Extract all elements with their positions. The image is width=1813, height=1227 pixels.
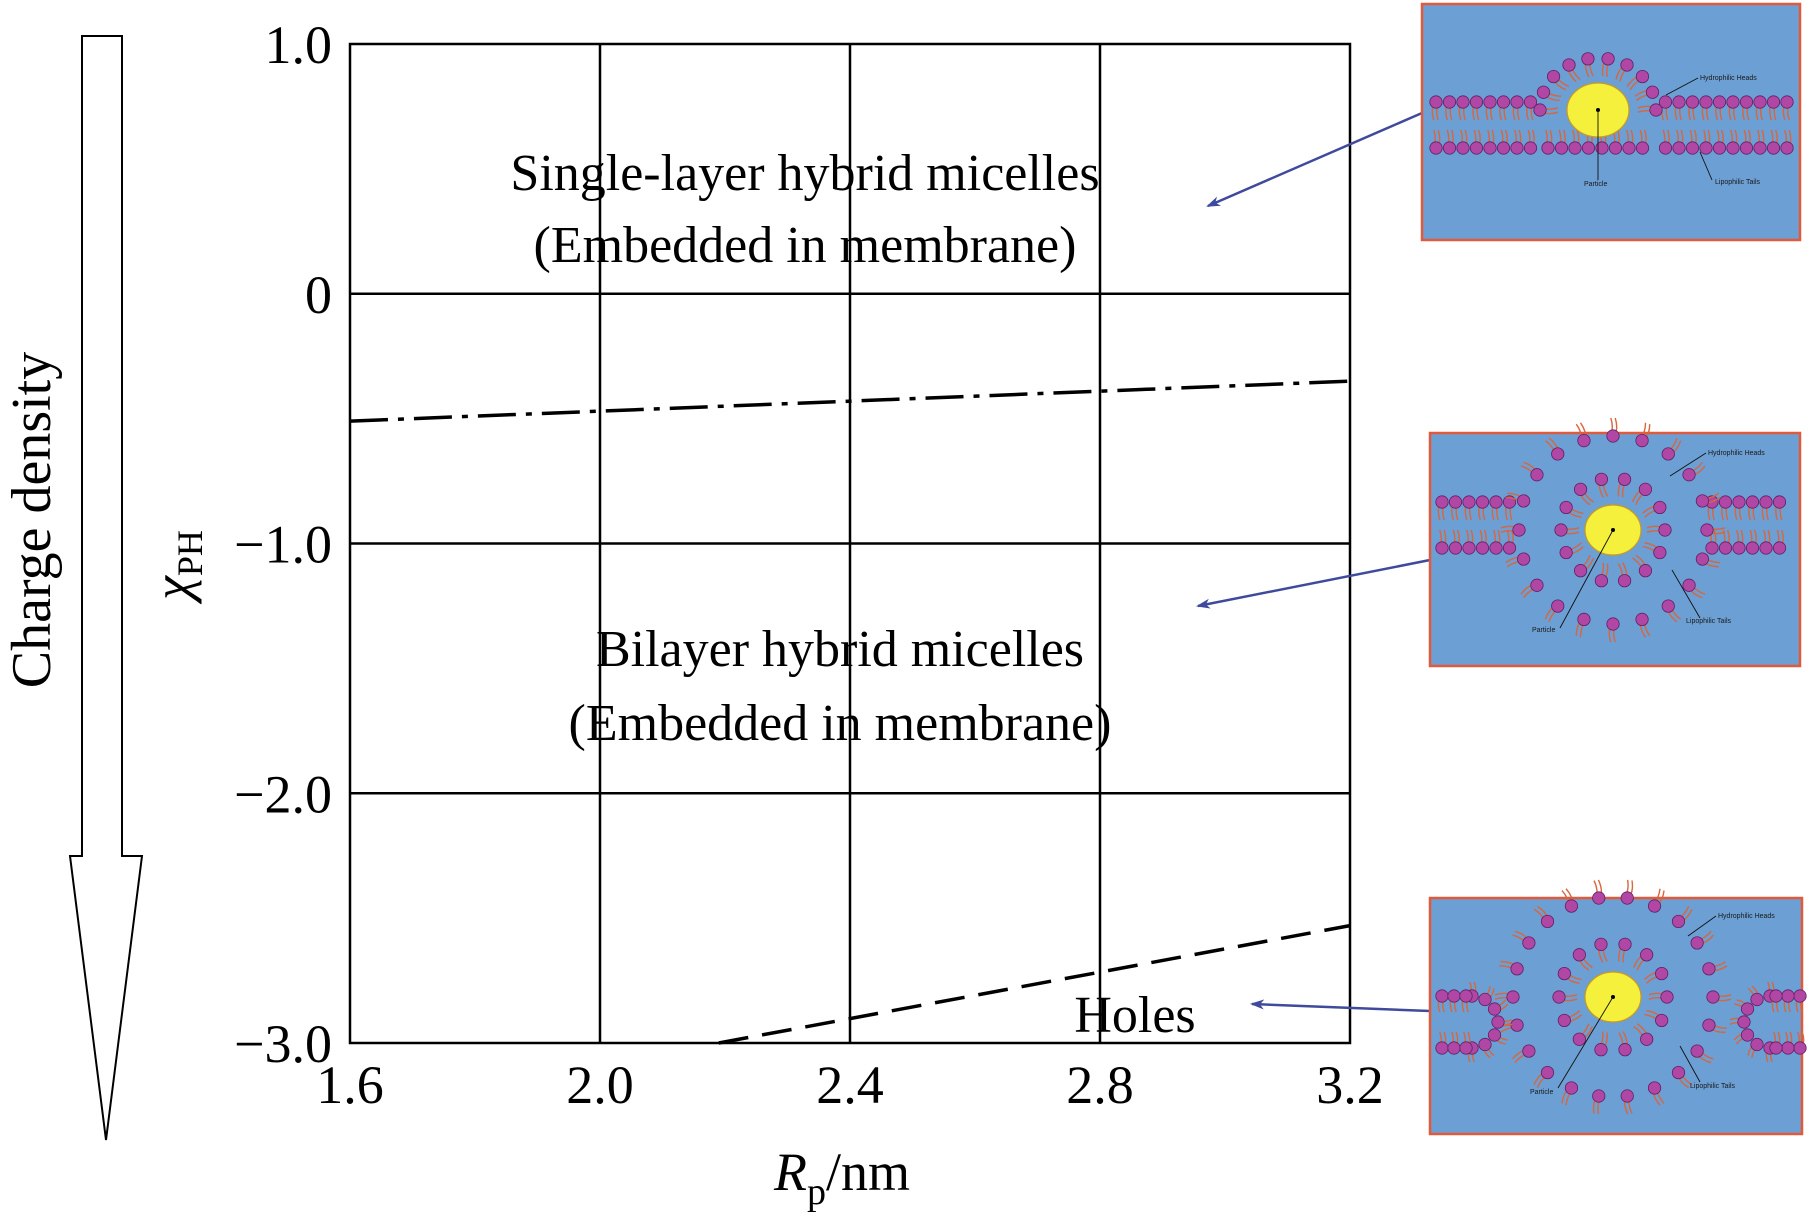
- x-tick-label: 1.6: [316, 1055, 384, 1115]
- y-axis-label-main: χ: [142, 575, 202, 605]
- tick-labels: 1.6 2.0 2.4 2.8 3.2 1.0 0 −1.0 −2.0 −3.0: [234, 15, 1384, 1115]
- pointer-arrow-single-layer: [1206, 111, 1423, 208]
- charge-density-arrow: [68, 35, 144, 1141]
- region-single-layer-line1: Single-layer hybrid micelles: [510, 145, 1099, 202]
- y-tick-label: −1.0: [234, 515, 332, 575]
- x-axis-label: Rp/nm: [773, 1142, 910, 1213]
- inset-hole-particle-label: Particle: [1530, 1089, 1553, 1096]
- series-lines: [349, 379, 1351, 1045]
- inset-bilayer-heads-label: Hydrophilic Heads: [1708, 450, 1765, 457]
- inset-single-layer-micelle: Hydrophilic Heads Lipophilic Tails Particl…: [1420, 2, 1802, 242]
- plot-frame: [348, 42, 1352, 1045]
- region-holes-label: Holes: [1074, 987, 1195, 1044]
- inset-single-heads-label: Hydrophilic Heads: [1700, 75, 1757, 82]
- x-axis-label-unit: /nm: [826, 1142, 910, 1202]
- series-line-dashed: [718, 923, 1351, 1045]
- y-axis-label: χPH: [142, 530, 210, 605]
- inset-bilayer-particle-label: Particle: [1532, 627, 1555, 634]
- x-tick-label: 2.0: [566, 1055, 634, 1115]
- inset-single-tails-label: Lipophilic Tails: [1715, 179, 1761, 186]
- pointer-arrow-holes: [1250, 999, 1431, 1013]
- y-tick-label: −2.0: [234, 764, 332, 824]
- inset-bilayer-tails-label: Lipophilic Tails: [1686, 618, 1732, 625]
- inset-hole: Hydrophilic Heads Lipophilic Tails Particl…: [1428, 879, 1807, 1136]
- x-axis-label-sub: p: [807, 1171, 826, 1213]
- x-tick-label: 2.8: [1066, 1055, 1134, 1115]
- region-bilayer-line2: (Embedded in membrane): [569, 695, 1112, 752]
- region-single-layer-line2: (Embedded in membrane): [534, 217, 1077, 274]
- pointer-arrow-bilayer: [1196, 558, 1431, 609]
- y-tick-label: −3.0: [234, 1014, 332, 1074]
- x-tick-label: 2.4: [816, 1055, 884, 1115]
- grid-lines: [350, 44, 1350, 1043]
- x-axis-label-main: R: [773, 1142, 807, 1202]
- y-tick-label: 0: [305, 265, 332, 325]
- inset-bilayer-micelle: Hydrophilic Heads Lipophilic Tails Particl…: [1428, 417, 1802, 668]
- inset-hole-tails-label: Lipophilic Tails: [1690, 1083, 1736, 1090]
- y-axis-label-sub: PH: [170, 530, 210, 576]
- charge-density-label: Charge density: [1, 352, 63, 688]
- inset-single-particle-label: Particle: [1584, 181, 1607, 188]
- y-tick-label: 1.0: [265, 15, 333, 75]
- inset-hole-heads-label: Hydrophilic Heads: [1718, 913, 1775, 920]
- x-tick-label: 3.2: [1316, 1055, 1384, 1115]
- region-bilayer-line1: Bilayer hybrid micelles: [596, 621, 1084, 678]
- series-line-dash-dot: [349, 379, 1351, 423]
